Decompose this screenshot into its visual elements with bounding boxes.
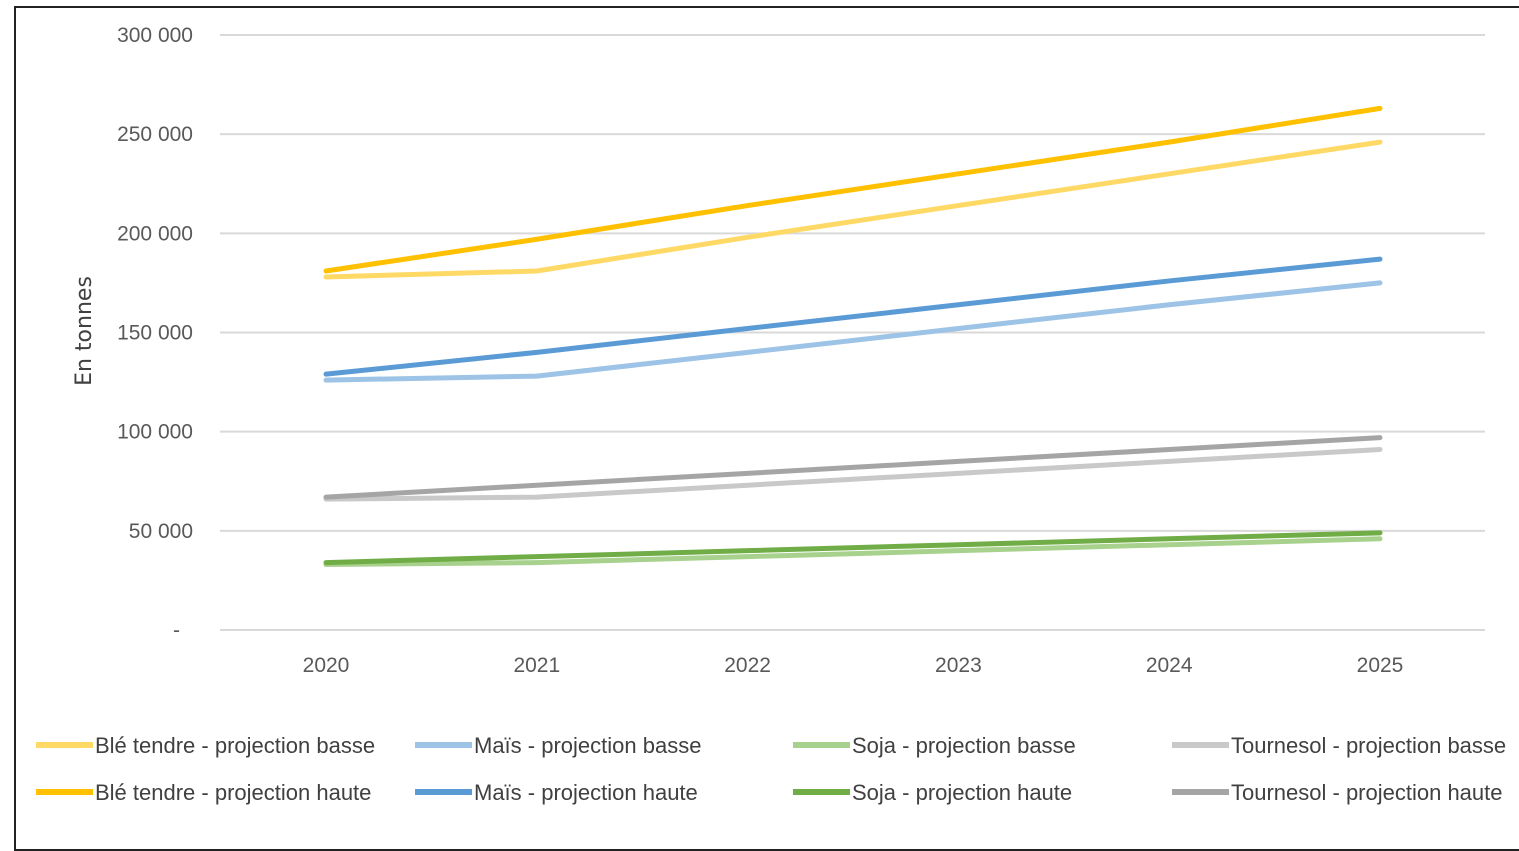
series-line bbox=[323, 530, 1383, 566]
legend-item: Tournesol - projection haute bbox=[1172, 780, 1503, 805]
legend-label: Maïs - projection haute bbox=[474, 780, 698, 805]
x-tick-label: 2021 bbox=[513, 654, 560, 677]
y-tick-label: 250 000 bbox=[117, 123, 193, 146]
x-tick-label: 2024 bbox=[1146, 654, 1193, 677]
y-tick-label: - bbox=[173, 619, 180, 642]
legend-item: Soja - projection basse bbox=[793, 733, 1076, 758]
y-tick-label: 200 000 bbox=[117, 222, 193, 245]
series-line bbox=[323, 280, 1383, 383]
x-tick-label: 2020 bbox=[303, 654, 350, 677]
y-tick-label: 50 000 bbox=[129, 520, 193, 543]
legend-label: Tournesol - projection haute bbox=[1231, 780, 1503, 805]
legend-label: Blé tendre - projection basse bbox=[95, 733, 375, 758]
series-line bbox=[323, 105, 1383, 274]
x-tick-labels: 2020 2021 2022 2023 2024 2025 bbox=[303, 654, 1404, 677]
series-line bbox=[323, 536, 1383, 568]
legend-label: Soja - projection basse bbox=[852, 733, 1076, 758]
series-line bbox=[323, 447, 1383, 502]
y-axis-label: En tonnes bbox=[72, 276, 97, 386]
series-line bbox=[323, 139, 1383, 280]
legend-label: Blé tendre - projection haute bbox=[95, 780, 371, 805]
legend-item: Maïs - projection basse bbox=[415, 733, 701, 758]
series-lines bbox=[323, 105, 1383, 568]
y-tick-label: 300 000 bbox=[117, 24, 193, 47]
x-tick-label: 2025 bbox=[1357, 654, 1404, 677]
legend-item: Maïs - projection haute bbox=[415, 780, 698, 805]
legend-label: Maïs - projection basse bbox=[474, 733, 701, 758]
chart-frame bbox=[14, 6, 1519, 851]
x-tick-label: 2023 bbox=[935, 654, 982, 677]
legend-item: Tournesol - projection basse bbox=[1172, 733, 1506, 758]
legend-item: Blé tendre - projection basse bbox=[36, 733, 375, 758]
y-tick-label: 150 000 bbox=[117, 322, 193, 345]
series-line bbox=[323, 435, 1383, 500]
legend-item: Blé tendre - projection haute bbox=[36, 780, 371, 805]
legend-label: Soja - projection haute bbox=[852, 780, 1072, 805]
x-tick-label: 2022 bbox=[724, 654, 771, 677]
y-tick-label: 100 000 bbox=[117, 421, 193, 444]
legend-label: Tournesol - projection basse bbox=[1231, 733, 1506, 758]
y-tick-labels: - 50 000 100 000 150 000 200 000 250 000 300 0… bbox=[117, 24, 193, 642]
legend: Blé tendre - projection basse Maïs - proj… bbox=[36, 733, 1506, 805]
gridlines bbox=[220, 34, 1485, 631]
legend-item: Soja - projection haute bbox=[793, 780, 1072, 805]
series-line bbox=[323, 256, 1383, 377]
